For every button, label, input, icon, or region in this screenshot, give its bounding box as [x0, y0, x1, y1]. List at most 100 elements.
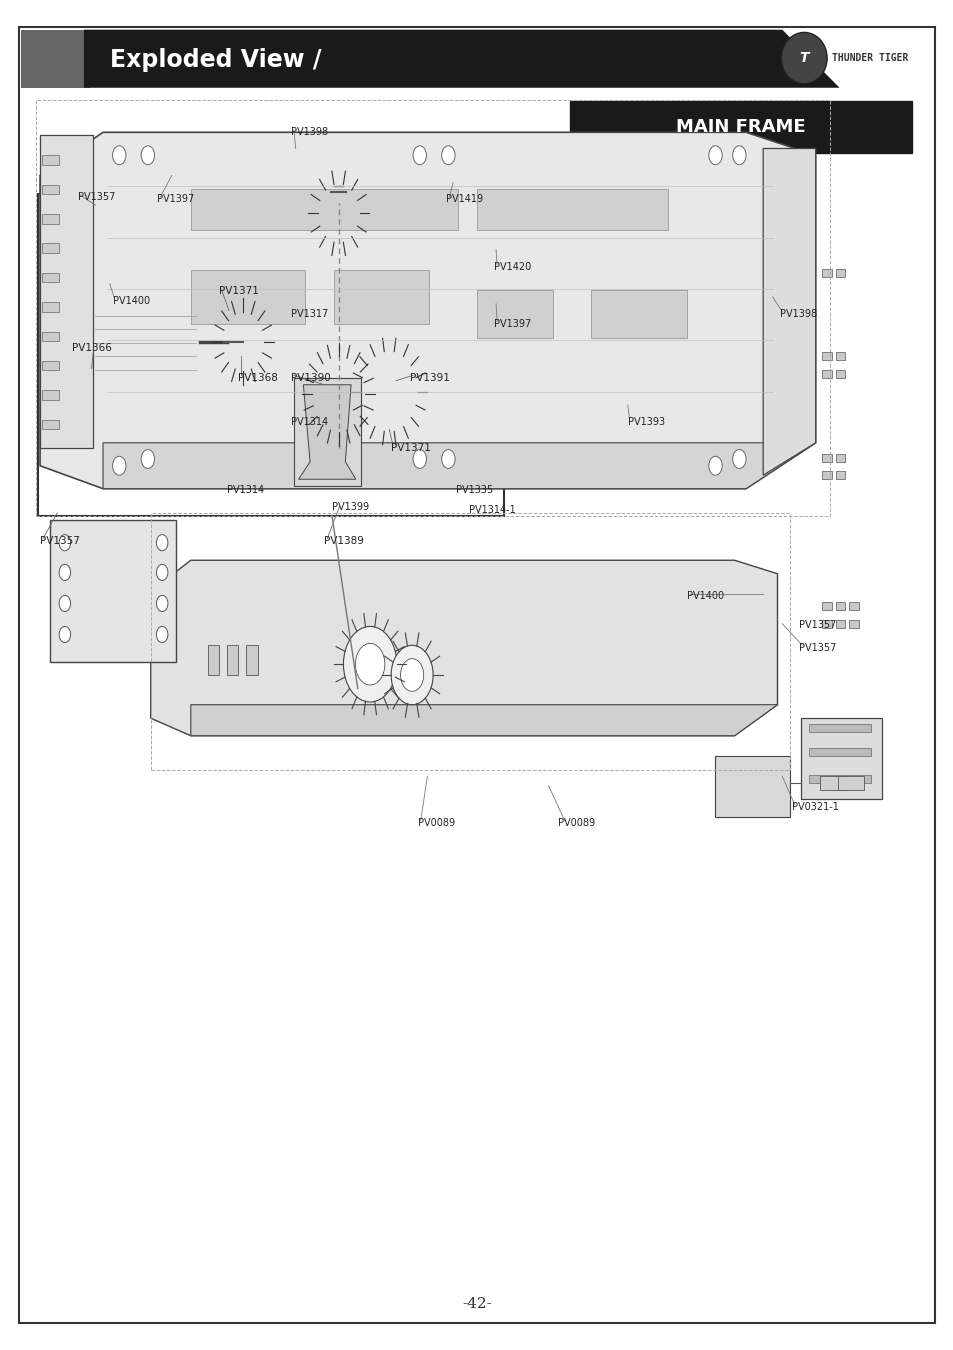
Bar — [837, 776, 863, 790]
Text: -42-: -42- — [461, 1297, 492, 1311]
Bar — [42, 360, 59, 370]
Bar — [38, 194, 503, 516]
Polygon shape — [762, 148, 815, 475]
Text: PV1371: PV1371 — [219, 286, 259, 296]
Bar — [42, 420, 59, 429]
Circle shape — [360, 351, 417, 432]
Bar — [208, 645, 219, 675]
Text: PV1357: PV1357 — [799, 620, 836, 629]
Bar — [570, 101, 911, 153]
Circle shape — [156, 626, 168, 643]
Bar — [835, 269, 844, 277]
Bar — [191, 189, 457, 230]
Text: PV1398: PV1398 — [291, 127, 328, 136]
Bar — [42, 155, 59, 165]
Bar — [42, 390, 59, 400]
Bar — [476, 290, 553, 338]
Polygon shape — [298, 385, 355, 479]
Circle shape — [708, 146, 721, 165]
Polygon shape — [294, 378, 360, 486]
Polygon shape — [40, 135, 93, 448]
Circle shape — [141, 146, 154, 165]
Circle shape — [413, 450, 426, 468]
Text: PV1335: PV1335 — [456, 485, 493, 494]
Bar — [848, 602, 858, 610]
Circle shape — [732, 146, 745, 165]
Circle shape — [355, 644, 384, 684]
Bar — [835, 620, 844, 628]
Text: PV1400: PV1400 — [112, 296, 150, 305]
Text: PV1357: PV1357 — [799, 643, 836, 652]
Polygon shape — [50, 520, 176, 662]
Text: PV1391: PV1391 — [410, 373, 450, 382]
Circle shape — [327, 197, 350, 230]
Bar — [36, 100, 829, 516]
Circle shape — [141, 450, 154, 468]
Bar — [42, 332, 59, 342]
Bar — [42, 215, 59, 224]
Polygon shape — [801, 718, 882, 799]
Circle shape — [112, 456, 126, 475]
Bar — [808, 775, 870, 783]
Bar — [42, 302, 59, 312]
Bar — [246, 645, 257, 675]
Ellipse shape — [781, 32, 826, 84]
Circle shape — [232, 325, 254, 358]
Text: PV1393: PV1393 — [627, 417, 664, 427]
Bar — [381, 402, 396, 443]
Text: PV1397: PV1397 — [157, 194, 194, 204]
Text: MAIN FRAME: MAIN FRAME — [676, 117, 805, 136]
Circle shape — [59, 595, 71, 612]
Text: PV1314: PV1314 — [291, 417, 328, 427]
Bar — [808, 748, 870, 756]
Circle shape — [373, 370, 404, 414]
Circle shape — [222, 312, 264, 371]
Polygon shape — [151, 560, 777, 736]
Bar — [476, 189, 667, 230]
Text: PV1397: PV1397 — [494, 319, 531, 328]
Circle shape — [732, 450, 745, 468]
Circle shape — [400, 659, 423, 691]
Circle shape — [312, 356, 365, 432]
Text: PV1399: PV1399 — [332, 502, 369, 512]
Polygon shape — [103, 443, 815, 489]
Circle shape — [343, 626, 396, 702]
Text: PV1314-1: PV1314-1 — [469, 505, 516, 514]
Circle shape — [156, 535, 168, 551]
Bar — [848, 620, 858, 628]
Text: PV1371: PV1371 — [391, 443, 431, 452]
Circle shape — [59, 564, 71, 580]
Circle shape — [59, 535, 71, 551]
Circle shape — [112, 146, 126, 165]
Bar — [42, 185, 59, 194]
Bar — [333, 227, 344, 324]
Bar — [191, 270, 305, 324]
Circle shape — [391, 645, 433, 705]
Circle shape — [708, 456, 721, 475]
Bar — [227, 645, 238, 675]
Bar — [42, 273, 59, 282]
Text: PV1317: PV1317 — [291, 309, 328, 319]
Bar — [820, 776, 846, 790]
Circle shape — [156, 564, 168, 580]
Text: T: T — [799, 51, 808, 65]
Text: PV1368: PV1368 — [238, 373, 278, 382]
Circle shape — [59, 626, 71, 643]
Polygon shape — [191, 705, 777, 736]
Text: PV1357: PV1357 — [78, 192, 115, 201]
Text: PV0089: PV0089 — [417, 818, 455, 828]
Bar — [821, 602, 831, 610]
Text: PV1420: PV1420 — [494, 262, 531, 271]
Text: PV1400: PV1400 — [686, 591, 723, 601]
Text: PV1390: PV1390 — [291, 373, 331, 382]
Bar — [835, 370, 844, 378]
Bar — [821, 471, 831, 479]
Bar — [42, 243, 59, 252]
Text: PV0089: PV0089 — [558, 818, 595, 828]
Ellipse shape — [82, 302, 99, 381]
Circle shape — [413, 146, 426, 165]
Text: PV1366: PV1366 — [71, 343, 112, 352]
Bar — [821, 352, 831, 360]
Bar — [21, 30, 90, 88]
Polygon shape — [715, 756, 789, 817]
